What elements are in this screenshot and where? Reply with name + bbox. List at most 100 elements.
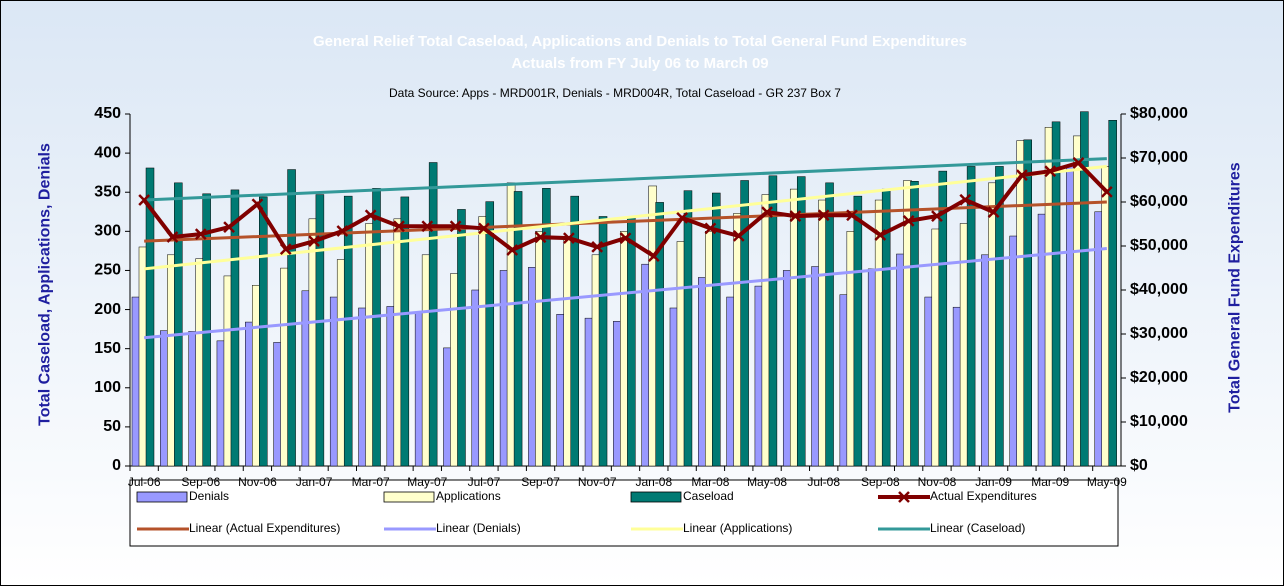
bar bbox=[740, 180, 749, 467]
x-tick-label: Nov-06 bbox=[238, 475, 277, 489]
expenditure-marker bbox=[336, 225, 349, 237]
expenditure-marker bbox=[506, 244, 519, 256]
y-tick-label: 150 bbox=[94, 340, 121, 357]
expenditure-marker bbox=[647, 250, 660, 263]
legend-swatch bbox=[630, 491, 682, 503]
bar bbox=[287, 169, 296, 467]
y-tick-label: 0 bbox=[112, 457, 121, 474]
x-tick-label: Jul-07 bbox=[468, 475, 501, 489]
bar bbox=[372, 188, 381, 467]
legend-label: Actual Expenditures bbox=[930, 489, 1037, 503]
expenditure-marker bbox=[223, 221, 235, 233]
expenditure-marker bbox=[987, 206, 1000, 219]
expenditure-marker bbox=[846, 209, 858, 222]
bar bbox=[938, 170, 948, 467]
expenditure-marker bbox=[704, 222, 717, 235]
bar bbox=[768, 175, 778, 467]
bar bbox=[966, 166, 976, 467]
x-tick-label: Jan-08 bbox=[635, 475, 672, 489]
expenditure-marker bbox=[279, 243, 292, 255]
expenditure-marker bbox=[1044, 165, 1057, 178]
bar bbox=[485, 201, 495, 467]
bar bbox=[627, 217, 636, 467]
expenditure-marker bbox=[1100, 185, 1113, 198]
bar bbox=[910, 181, 919, 467]
y-tick-label: 300 bbox=[94, 223, 121, 240]
y-tick-label: 450 bbox=[94, 105, 121, 122]
expenditure-marker bbox=[138, 194, 151, 206]
expenditure-marker bbox=[562, 232, 575, 244]
expenditure-marker bbox=[534, 231, 547, 244]
bar bbox=[825, 182, 834, 467]
y-tick-label: 100 bbox=[94, 379, 121, 396]
bar bbox=[683, 190, 693, 467]
expenditure-marker bbox=[166, 231, 179, 243]
x-tick-label: Nov-07 bbox=[578, 475, 617, 489]
bar bbox=[259, 196, 268, 467]
legend-marker bbox=[898, 491, 910, 503]
expenditure-marker bbox=[1016, 169, 1028, 182]
bar bbox=[457, 209, 466, 467]
bar bbox=[1108, 120, 1117, 467]
x-tick-label: May-08 bbox=[747, 475, 787, 489]
expenditure-marker bbox=[1072, 156, 1085, 169]
bar bbox=[1051, 121, 1061, 467]
y2-tick-label: $50,000 bbox=[1130, 237, 1188, 254]
bar bbox=[598, 216, 608, 467]
bar bbox=[712, 192, 721, 467]
y-tick-label: 200 bbox=[94, 301, 121, 318]
y-tick-label: 350 bbox=[94, 183, 121, 200]
expenditure-marker bbox=[194, 228, 207, 241]
y-tick-label: 250 bbox=[94, 262, 121, 279]
x-tick-label: Nov-08 bbox=[918, 475, 957, 489]
y-axis-label: Total Caseload, Applications, Denials bbox=[36, 143, 54, 426]
expenditure-marker bbox=[619, 232, 632, 244]
y2-tick-label: $80,000 bbox=[1130, 105, 1188, 122]
y2-tick-label: $10,000 bbox=[1130, 413, 1188, 430]
expenditure-marker bbox=[761, 206, 773, 219]
legend-label: Linear (Denials) bbox=[436, 521, 521, 535]
y2-axis-label: Total General Fund Expenditures bbox=[1226, 162, 1244, 413]
bar bbox=[400, 196, 410, 467]
x-tick-label: Sep-06 bbox=[181, 475, 220, 489]
expenditure-marker bbox=[676, 211, 689, 224]
expenditure-marker bbox=[478, 222, 490, 235]
bar bbox=[995, 166, 1004, 467]
bar bbox=[796, 176, 806, 467]
x-tick-label: Mar-09 bbox=[1031, 475, 1069, 489]
expenditure-marker bbox=[931, 210, 943, 222]
expenditure-marker bbox=[393, 220, 405, 233]
x-tick-label: May-07 bbox=[407, 475, 447, 489]
trend-line bbox=[144, 247, 1107, 340]
y2-tick-label: $60,000 bbox=[1130, 193, 1188, 210]
x-tick-label: May-09 bbox=[1087, 475, 1127, 489]
bar bbox=[428, 162, 438, 467]
trend-line bbox=[143, 164, 1108, 271]
trend-line bbox=[144, 157, 1107, 202]
legend-label: Linear (Caseload) bbox=[930, 521, 1025, 535]
expenditure-marker bbox=[364, 209, 377, 222]
bar bbox=[145, 167, 155, 467]
legend-label: Caseload bbox=[683, 489, 734, 503]
x-tick-label: Mar-07 bbox=[352, 475, 390, 489]
bar bbox=[343, 195, 353, 467]
bar bbox=[202, 193, 211, 467]
y2-tick-label: $20,000 bbox=[1130, 369, 1188, 386]
expenditure-marker bbox=[874, 229, 887, 241]
expenditure-marker bbox=[789, 210, 802, 222]
bar bbox=[174, 182, 183, 467]
chart-title: General Relief Total Caseload, Applicati… bbox=[313, 33, 967, 50]
y2-tick-label: $0 bbox=[1130, 457, 1148, 474]
bar bbox=[1023, 139, 1032, 467]
x-tick-label: Jan-09 bbox=[975, 475, 1012, 489]
x-tick-label: Sep-08 bbox=[861, 475, 900, 489]
expenditure-marker bbox=[591, 240, 604, 253]
bar bbox=[1080, 111, 1089, 467]
expenditure-marker bbox=[308, 235, 320, 248]
expenditure-marker bbox=[251, 198, 264, 211]
chart-subtitle: Actuals from FY July 06 to March 09 bbox=[511, 55, 768, 72]
y-tick-label: 400 bbox=[94, 144, 121, 161]
legend-swatch bbox=[136, 491, 188, 503]
bar bbox=[853, 195, 863, 467]
